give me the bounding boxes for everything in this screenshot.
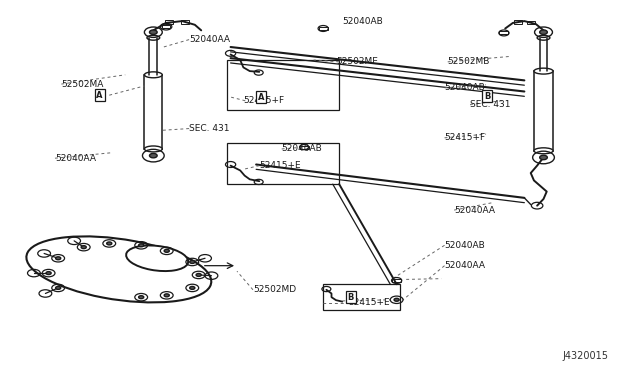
Text: 52040AB: 52040AB [445,241,485,250]
Text: 52040AA: 52040AA [55,154,96,163]
Text: SEC. 431: SEC. 431 [189,124,230,133]
Text: 52415+F: 52415+F [445,133,486,142]
Circle shape [150,153,157,158]
Text: 52502MD: 52502MD [253,285,296,294]
Bar [227,143,339,184]
Ellipse shape [145,146,163,152]
Bar [227,60,339,110]
Text: 52415+E: 52415+E [349,298,390,307]
Circle shape [394,298,399,301]
Circle shape [46,272,51,275]
Circle shape [540,30,547,35]
Text: J4320015: J4320015 [563,352,609,362]
Circle shape [164,249,170,252]
Circle shape [56,257,61,260]
Ellipse shape [145,72,163,78]
Text: B: B [348,293,354,302]
Ellipse shape [534,68,553,74]
Circle shape [196,273,201,276]
Circle shape [139,244,144,247]
Bar [499,32,508,35]
Bar [392,279,401,282]
Bar [514,20,522,24]
Text: 52040AB: 52040AB [342,17,383,26]
Circle shape [150,30,157,35]
Bar [181,20,189,24]
Text: 52502ME: 52502ME [336,57,378,66]
Bar [162,25,170,28]
Circle shape [164,294,170,297]
Text: 52415+E: 52415+E [259,161,301,170]
Bar [534,71,553,151]
Ellipse shape [534,148,553,154]
Circle shape [540,155,547,160]
Text: B: B [484,92,490,101]
Text: 52502MB: 52502MB [448,57,490,66]
Circle shape [81,246,86,248]
Ellipse shape [147,35,160,40]
Text: 52040AA: 52040AA [445,261,486,270]
Text: SEC. 431: SEC. 431 [470,100,511,109]
Text: 52040AB: 52040AB [282,144,323,153]
Text: A: A [97,91,103,100]
Bar [145,75,163,149]
Circle shape [139,296,144,299]
Text: 52415+F: 52415+F [243,96,285,105]
Ellipse shape [26,236,211,302]
Circle shape [189,286,195,289]
Bar [319,27,328,31]
Bar [323,284,400,310]
Circle shape [107,242,112,245]
Ellipse shape [537,35,550,40]
Text: 52040AB: 52040AB [445,83,485,92]
Text: 52040AA: 52040AA [454,206,495,215]
Text: 52040AA: 52040AA [189,35,230,44]
Ellipse shape [126,246,188,271]
Text: 52502MA: 52502MA [61,80,104,89]
Text: A: A [258,93,264,102]
Bar [300,146,309,149]
Bar [527,21,534,25]
Bar [166,20,173,24]
Circle shape [189,260,195,263]
Circle shape [56,286,61,289]
